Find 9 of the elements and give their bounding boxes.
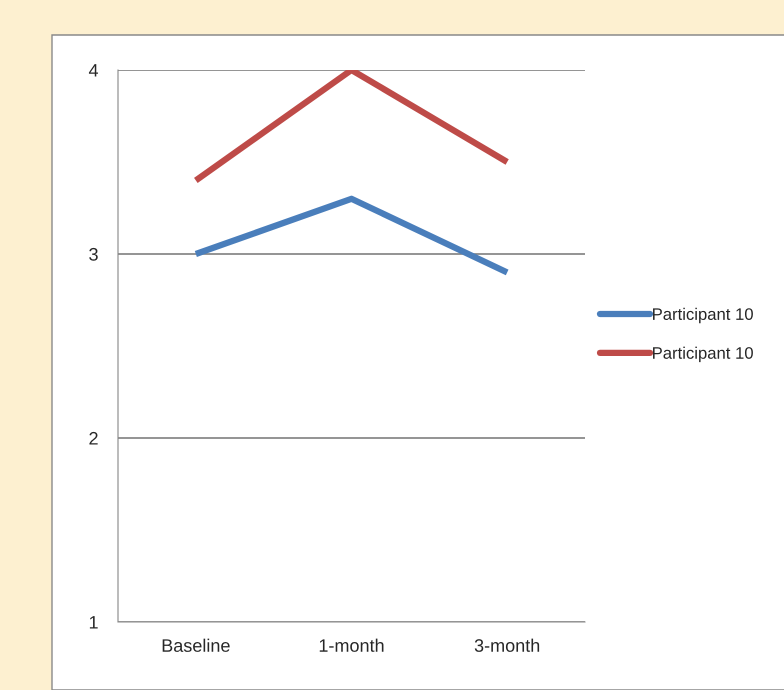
x-tick-label: 1-month [320,638,384,652]
y-tick-label: 1 [90,616,98,629]
legend-label: Participant 10 [653,346,753,362]
x-tick-label: 3-month [474,638,540,652]
legend-label: Participant 10 [653,308,753,324]
y-tick-label: 3 [89,248,98,261]
y-tick-label: 4 [88,64,98,77]
y-tick-label: 2 [89,432,98,445]
x-tick-label: Baseline [162,638,230,652]
